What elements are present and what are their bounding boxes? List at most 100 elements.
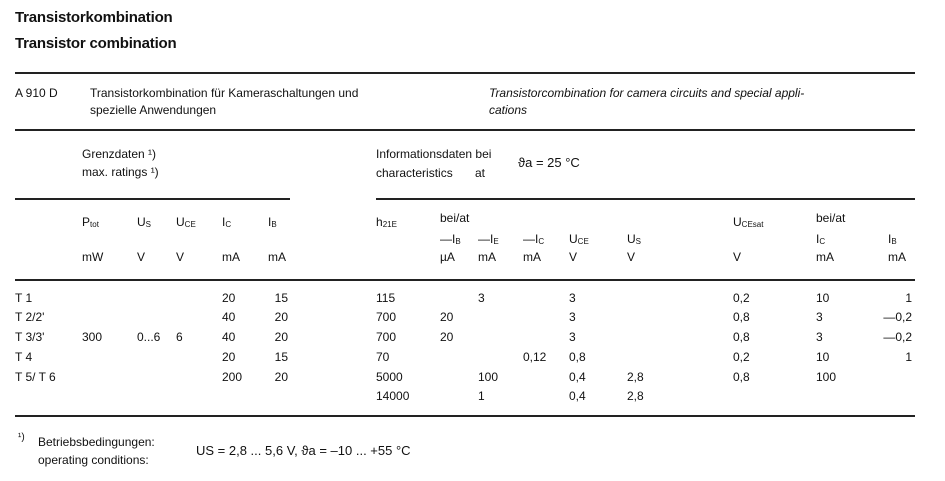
divider	[15, 415, 915, 417]
column-symbol-subscript: CEsat	[741, 220, 764, 229]
table-cell: 40	[222, 310, 236, 324]
table-cell: 20	[440, 310, 454, 324]
column-header: US	[137, 215, 151, 229]
footnote-en: operating conditions:	[38, 453, 149, 467]
table-cell: 0,2	[733, 350, 750, 364]
table-cell: —0,2	[883, 310, 912, 324]
column-symbol: —I	[523, 232, 539, 246]
table-cell: 700	[376, 330, 397, 344]
row-label: T 1	[15, 291, 33, 305]
column-header: —IE	[478, 232, 499, 246]
table-cell: 20	[274, 330, 288, 344]
title-de: Transistorkombination	[15, 9, 173, 26]
table-cell: 0,12	[523, 350, 547, 364]
table-cell: 1	[905, 350, 912, 364]
table-cell: 3	[816, 330, 823, 344]
table-cell: 15	[274, 350, 288, 364]
table-cell: 20	[222, 291, 236, 305]
description-de-1: Transistorkombination für Kameraschaltun…	[90, 86, 359, 100]
column-header: IB	[888, 232, 897, 246]
column-symbol: —I	[478, 232, 494, 246]
description-en-1: Transistorcombination for camera circuit…	[489, 86, 805, 100]
table-cell: 100	[478, 370, 499, 384]
table-cell: 20	[274, 310, 288, 324]
table-cell: 200	[222, 370, 243, 384]
table-cell: 300	[82, 330, 103, 344]
table-cell: 3	[478, 291, 485, 305]
column-symbol: U	[137, 215, 146, 229]
bei-at-label: bei/at	[440, 211, 470, 225]
table-cell: 14000	[376, 389, 410, 403]
column-unit: mA	[222, 250, 240, 264]
column-unit: mW	[82, 250, 104, 264]
table-cell: 0,8	[733, 370, 750, 384]
table-cell: 40	[222, 330, 236, 344]
divider	[15, 279, 915, 281]
column-symbol-subscript: C	[538, 237, 545, 246]
column-symbol-subscript: B	[891, 237, 897, 246]
column-header: UCE	[569, 232, 589, 246]
table-cell: 10	[816, 291, 830, 305]
column-symbol: I	[816, 232, 820, 246]
table-cell: 115	[376, 291, 396, 305]
table-cell: 2,8	[627, 389, 644, 403]
column-header: US	[627, 232, 641, 246]
column-header: —IB	[440, 232, 461, 246]
column-header: UCEsat	[733, 215, 763, 229]
column-symbol-subscript: CE	[184, 220, 196, 229]
footnote-conditions: US = 2,8 ... 5,6 V, ϑa = –10 ... +55 °C	[196, 443, 411, 458]
column-symbol-subscript: S	[635, 237, 642, 246]
table-cell: 10	[816, 350, 830, 364]
row-label: T 5/ T 6	[15, 370, 56, 384]
column-header: IC	[816, 232, 825, 246]
description-en-2: cations	[489, 103, 528, 117]
row-label: T 3/3'	[15, 330, 45, 344]
bei-at-label-sat: bei/at	[816, 211, 846, 225]
divider	[15, 198, 290, 200]
row-label: T 4	[15, 350, 33, 364]
table-cell: 1	[905, 291, 912, 305]
footnote-mark: ¹)	[18, 432, 25, 443]
column-unit: µA	[440, 250, 455, 264]
table-cell: —0,2	[883, 330, 912, 344]
limits-heading-en: max. ratings ¹)	[82, 165, 159, 179]
column-unit: V	[733, 250, 742, 264]
column-unit: V	[569, 250, 578, 264]
column-symbol-subscript: B	[455, 237, 461, 246]
table-cell: 1	[478, 389, 485, 403]
info-at: at	[475, 166, 486, 180]
table-cell: 3	[816, 310, 823, 324]
table-cell: 0,8	[733, 330, 750, 344]
column-symbol-subscript: tot	[90, 220, 99, 229]
table-cell: 700	[376, 310, 397, 324]
info-heading-de: Informationsdaten bei	[376, 147, 492, 161]
column-symbol: I	[268, 215, 272, 229]
table-cell: 100	[816, 370, 837, 384]
column-unit: V	[137, 250, 146, 264]
type-number: A 910 D	[15, 86, 58, 100]
column-symbol-subscript: C	[819, 237, 826, 246]
title-en: Transistor combination	[15, 35, 177, 52]
column-unit: V	[627, 250, 636, 264]
description-de-2: spezielle Anwendungen	[90, 103, 217, 117]
column-symbol: —I	[440, 232, 456, 246]
table-cell: 20	[274, 370, 288, 384]
info-heading-en: characteristics	[376, 166, 453, 180]
table-cell: 0,8	[569, 350, 586, 364]
divider	[376, 198, 915, 200]
column-symbol: h	[376, 215, 383, 229]
column-header: —IC	[523, 232, 544, 246]
table-cell: 0,8	[733, 310, 750, 324]
table-cell: 70	[376, 350, 390, 364]
column-header: IC	[222, 215, 231, 229]
column-symbol: U	[733, 215, 742, 229]
column-symbol: U	[176, 215, 185, 229]
column-header: Ptot	[82, 215, 99, 229]
table-cell: 0,4	[569, 389, 586, 403]
column-unit: mA	[816, 250, 834, 264]
column-symbol-subscript: E	[493, 237, 499, 246]
divider	[15, 129, 915, 131]
column-unit: V	[176, 250, 185, 264]
info-condition: ϑa = 25 °C	[518, 155, 580, 170]
